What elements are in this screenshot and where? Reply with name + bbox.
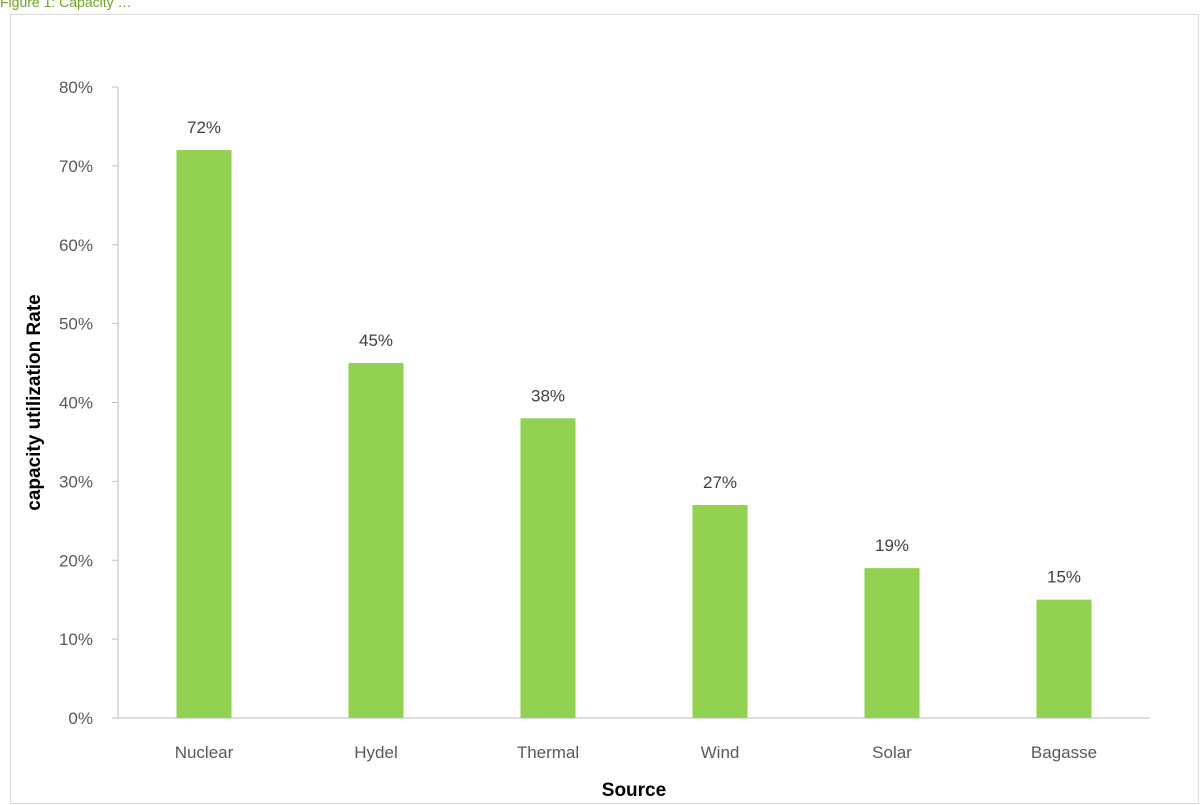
bar-nuclear — [176, 150, 232, 719]
y-tick-label: 60% — [59, 236, 93, 255]
x-tick-label: Nuclear — [175, 743, 234, 762]
data-label-nuclear: 72% — [187, 118, 221, 137]
x-tick-label: Solar — [872, 743, 912, 762]
y-tick-label: 80% — [59, 78, 93, 97]
y-axis: 0% 10% 20% 30% 40% 50% 60% 70% 80% — [59, 78, 119, 728]
x-tick-label: Wind — [701, 743, 740, 762]
x-tick-label: Hydel — [354, 743, 397, 762]
figure-caption: Figure 1: Capacity … — [0, 0, 132, 10]
data-label-thermal: 38% — [531, 386, 565, 405]
x-tick-label: Thermal — [517, 743, 579, 762]
y-tick-label: 30% — [59, 472, 93, 491]
bar-bagasse — [1036, 599, 1092, 718]
y-tick-label: 70% — [59, 157, 93, 176]
bars — [176, 150, 1092, 719]
data-label-bagasse: 15% — [1047, 568, 1081, 587]
bar-thermal — [520, 418, 576, 718]
bar-hydel — [348, 363, 404, 718]
data-labels: 72% 45% 38% 27% 19% 15% — [187, 118, 1081, 587]
y-tick-label: 0% — [68, 709, 93, 728]
x-axis: Nuclear Hydel Thermal Wind Solar Bagasse — [118, 717, 1150, 762]
bar-wind — [692, 505, 748, 718]
y-tick-label: 10% — [59, 630, 93, 649]
x-axis-title: Source — [602, 780, 666, 801]
y-tick-label: 50% — [59, 315, 93, 334]
x-tick-label: Bagasse — [1031, 743, 1097, 762]
data-label-solar: 19% — [875, 536, 909, 555]
bar-solar — [864, 568, 920, 718]
y-tick-label: 20% — [59, 551, 93, 570]
data-label-hydel: 45% — [359, 331, 393, 350]
data-label-wind: 27% — [703, 473, 737, 492]
y-axis-title: capacity utilization Rate — [24, 294, 45, 510]
y-tick-label: 40% — [59, 394, 93, 413]
